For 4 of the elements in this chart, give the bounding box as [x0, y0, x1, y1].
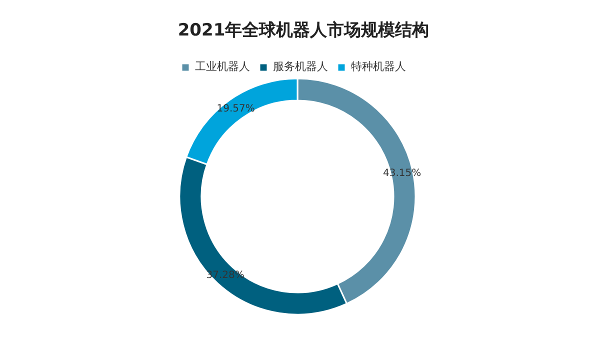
- legend-label: 服务机器人: [273, 59, 328, 74]
- legend-label: 工业机器人: [195, 59, 250, 74]
- legend-label: 特种机器人: [351, 59, 406, 74]
- chart-title: 2021年全球机器人市场规模结构: [178, 20, 430, 40]
